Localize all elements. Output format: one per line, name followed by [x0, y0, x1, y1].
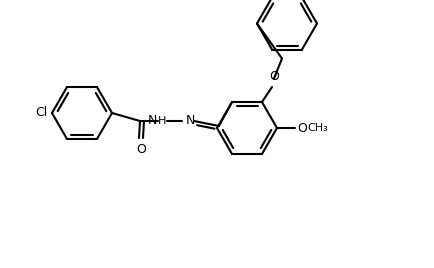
Text: CH₃: CH₃ [307, 123, 328, 133]
Text: O: O [269, 70, 279, 83]
Text: O: O [136, 143, 146, 156]
Text: Cl: Cl [36, 106, 48, 120]
Text: O: O [297, 121, 307, 135]
Text: H: H [158, 116, 166, 126]
Text: N: N [186, 114, 195, 128]
Text: N: N [148, 114, 157, 126]
